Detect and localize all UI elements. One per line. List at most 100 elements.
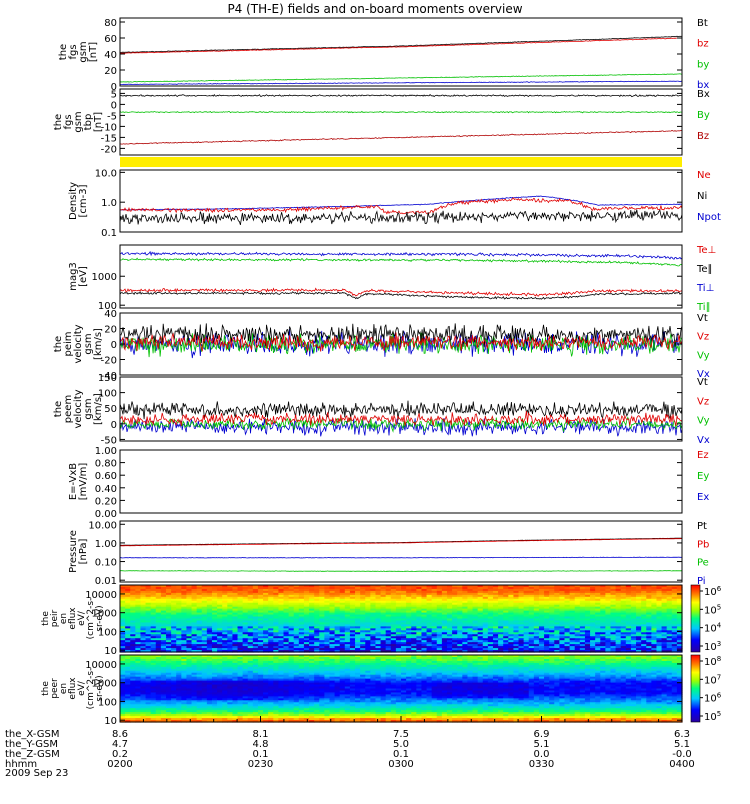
legend-Ti∥: Ti∥ — [696, 302, 711, 313]
legend-Ey: Ey — [697, 471, 709, 482]
y-tick-label: -5 — [107, 111, 117, 122]
y-tick-label: 0.10 — [95, 558, 117, 569]
legend-Bz: Bz — [697, 131, 709, 142]
plot-frame — [120, 521, 682, 582]
legend-Vt: Vt — [697, 313, 708, 324]
series-Pi — [120, 557, 682, 558]
y-axis-label: E=-VxB[mV/m] — [68, 463, 89, 501]
y-tick-label: 20 — [104, 66, 117, 77]
plot-frame — [120, 89, 682, 155]
y-axis-label: mag3[eV] — [68, 262, 89, 291]
y-tick-label: 1000 — [92, 272, 117, 283]
legend-by: by — [697, 59, 709, 70]
legend-Vx: Vx — [697, 435, 710, 446]
separator-bar — [120, 157, 682, 167]
legend-Pe: Pe — [697, 558, 709, 569]
y-label-line: [nT] — [88, 42, 99, 62]
legend-Npot: Npot — [697, 212, 721, 223]
legend-By: By — [697, 110, 710, 121]
y-tick-label: 80 — [104, 18, 117, 29]
colorbar-tick-label: 106 — [704, 585, 722, 598]
series-Pe — [120, 571, 682, 572]
series-Ti∥ — [120, 258, 682, 266]
y-tick-label: -20 — [101, 144, 117, 155]
y-label-line: [eV] — [78, 266, 89, 287]
y-tick-label: 1.0 — [101, 198, 117, 209]
y-tick-label: 0.1 — [101, 228, 117, 239]
y-tick-label: -50 — [101, 435, 117, 446]
series-bx — [120, 81, 682, 85]
y-tick-label: 40 — [104, 309, 117, 320]
legend-Vy: Vy — [697, 350, 710, 361]
y-tick-label: 50 — [104, 404, 117, 415]
legend-Pt: Pt — [697, 521, 707, 532]
y-label-line: [nT] — [93, 112, 104, 132]
colorbar-tick-label: 104 — [704, 622, 722, 635]
plot-frame — [120, 18, 682, 86]
y-tick-label: -15 — [101, 133, 117, 144]
y-tick-label: 0.01 — [95, 576, 117, 587]
series-Npot — [120, 196, 682, 210]
legend-Pb: Pb — [697, 539, 709, 550]
y-tick-label: 10.0 — [95, 168, 117, 179]
figure-title: P4 (TH-E) fields and on-board moments ov… — [227, 2, 522, 16]
legend-Ni: Ni — [697, 191, 707, 202]
legend-bz: bz — [697, 39, 709, 50]
y-tick-label: 0.80 — [95, 459, 117, 470]
y-axis-label: Density[cm-3] — [68, 182, 89, 220]
y-tick-label: 0.00 — [95, 509, 117, 520]
y-tick-label: 5 — [111, 89, 117, 100]
legend-Ex: Ex — [697, 492, 709, 503]
legend-Te∥: Te∥ — [696, 264, 713, 275]
series-Bx — [120, 95, 682, 97]
colorbar-tick-label: 105 — [704, 603, 721, 616]
series-By — [120, 111, 682, 112]
y-label-line: [mV/m] — [78, 463, 89, 501]
legend-Bt: Bt — [697, 18, 708, 29]
legend-Vz: Vz — [697, 332, 709, 343]
colorbar — [691, 585, 700, 652]
series-Te∥ — [120, 292, 682, 299]
legend-Ti⊥: Ti⊥ — [696, 283, 714, 294]
y-tick-label: 0.60 — [95, 471, 117, 482]
y-tick-label: 0 — [111, 100, 117, 111]
y-tick-label: 0 — [111, 340, 117, 351]
legend-Vz: Vz — [697, 396, 709, 407]
legend-Ne: Ne — [697, 170, 711, 181]
legend-Vy: Vy — [697, 416, 710, 427]
series-Pt — [120, 538, 682, 545]
series-Bt — [120, 36, 682, 52]
legend-Te⊥: Te⊥ — [696, 245, 716, 256]
y-label-line: sr-eV) — [95, 605, 105, 631]
series-Bz — [120, 130, 682, 144]
panel-efield: 0.00 0.200.40 0.600.80 1.00 E=-VxB[mV/m] Ez Ey… — [68, 446, 709, 520]
y-tick-label: 10 — [104, 646, 117, 657]
legend-Vt: Vt — [697, 377, 708, 388]
series-Ne — [120, 198, 682, 214]
y-axis-label: Pressure[nPa] — [68, 530, 89, 573]
y-tick-label: 10.00 — [88, 520, 117, 531]
y-tick-label: 150 — [98, 373, 117, 384]
legend-Bx: Bx — [697, 89, 710, 100]
y-tick-label: 0.20 — [95, 496, 117, 507]
y-tick-label: 40 — [104, 50, 117, 61]
y-tick-label: 0.40 — [95, 484, 117, 495]
y-tick-label: 1.00 — [95, 446, 117, 457]
legend-Ez: Ez — [697, 450, 709, 461]
